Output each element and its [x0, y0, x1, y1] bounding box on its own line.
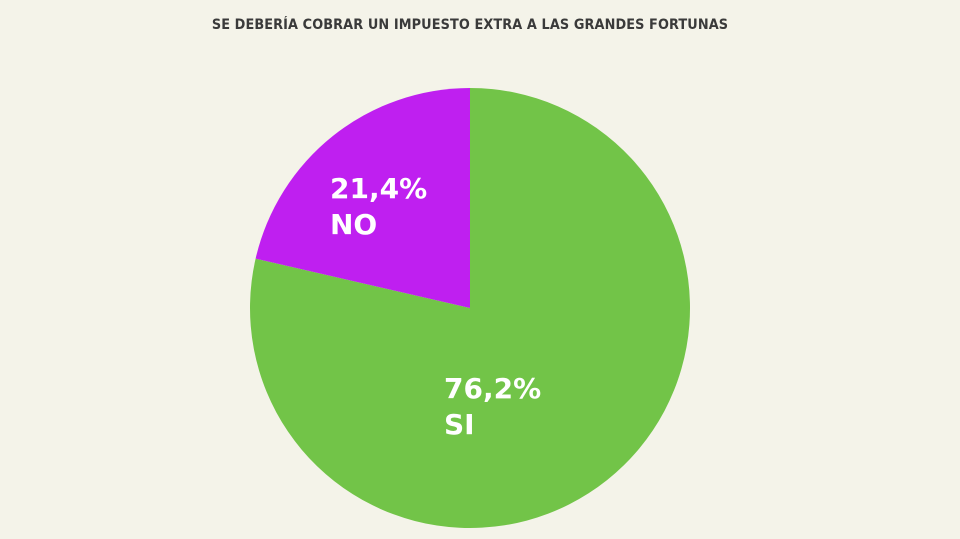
pie-slice-si: [250, 88, 690, 529]
slice-category-label-si: SI: [444, 408, 475, 441]
slice-category-label-no: NO: [330, 208, 377, 241]
chart-title: SE DEBERÍA COBRAR UN IMPUESTO EXTRA A LA…: [211, 17, 729, 33]
slice-value-label-no: 21,4%: [330, 172, 427, 205]
pie-slice-no: [255, 88, 470, 308]
slice-value-label-si: 76,2%: [444, 372, 541, 405]
